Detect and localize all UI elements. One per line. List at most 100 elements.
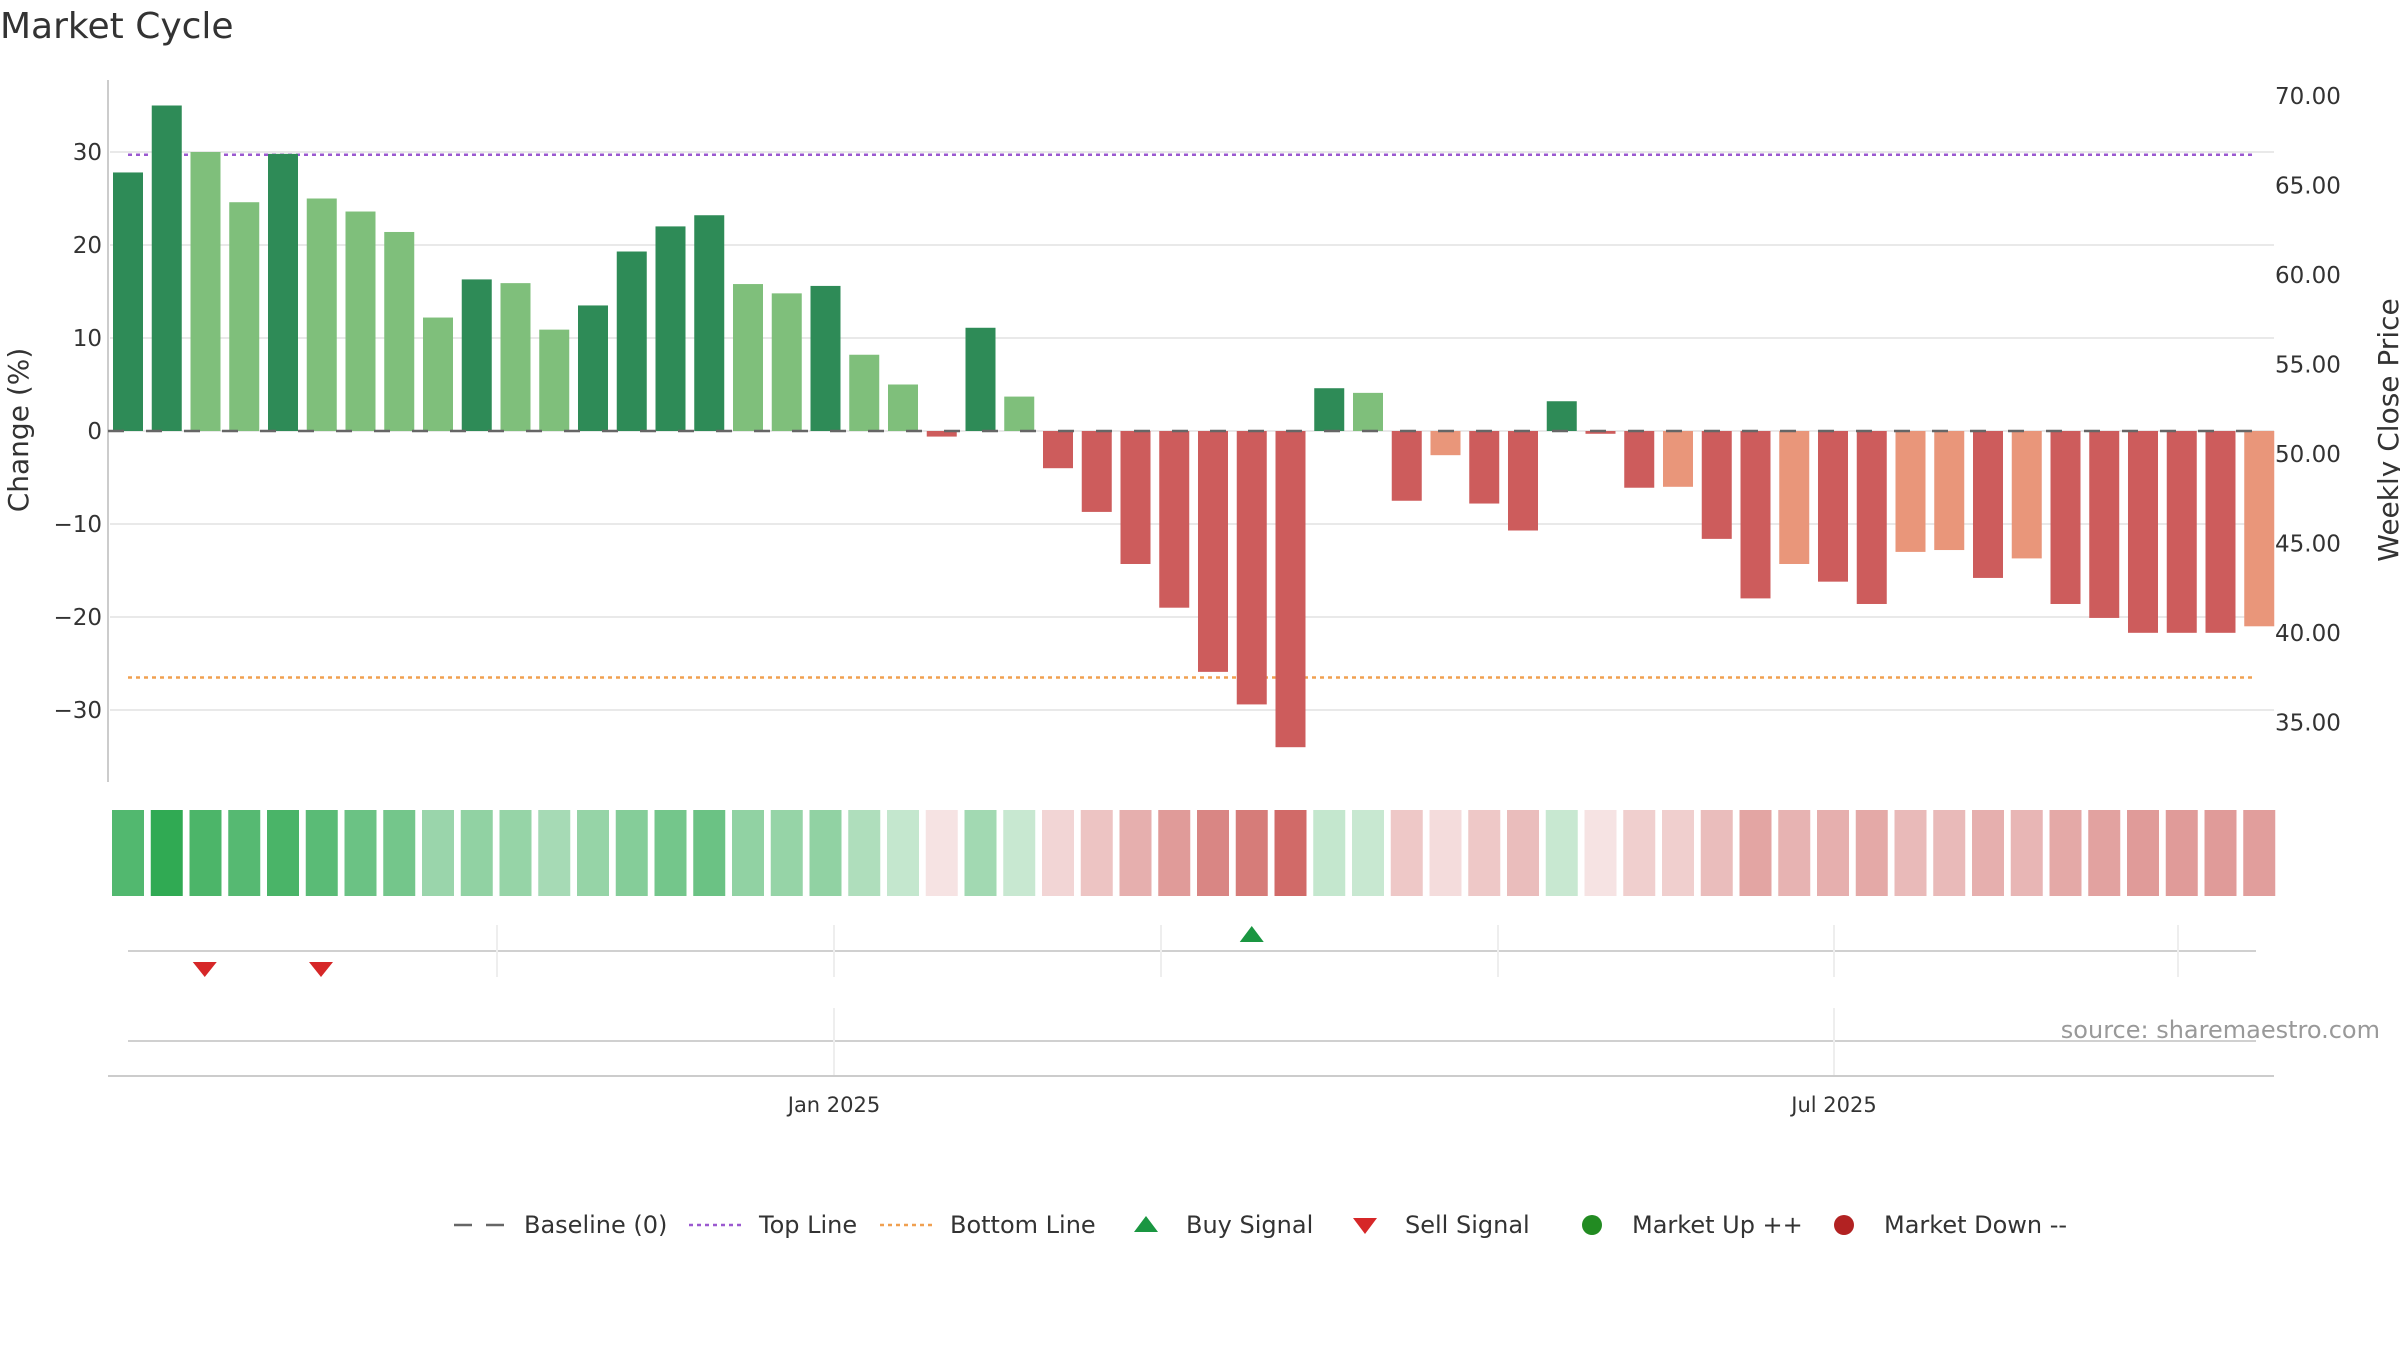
- heatmap-cell: [848, 810, 881, 896]
- heatmap-cell: [344, 810, 377, 896]
- bar: [113, 172, 143, 431]
- y2-tick-label: 40.00: [2275, 621, 2341, 647]
- bar: [1663, 431, 1693, 487]
- legend-label: Bottom Line: [950, 1211, 1096, 1239]
- heatmap-cell: [1235, 810, 1268, 896]
- bar: [616, 251, 647, 431]
- bar: [655, 226, 686, 431]
- heatmap-cell: [1352, 810, 1384, 896]
- source-label: source: sharemaestro.com: [2061, 1016, 2380, 1044]
- heatmap-cell: [654, 810, 687, 896]
- bar: [1508, 431, 1538, 531]
- heatmap-cell: [150, 810, 183, 896]
- heatmap-cell: [2165, 810, 2198, 896]
- buy-signal-marker: [1239, 926, 1264, 942]
- y-axis-ticks: 30 20 10 0 −10 −20 −30: [53, 140, 102, 724]
- heatmap-cell: [887, 810, 919, 896]
- bar: [2166, 431, 2197, 633]
- bar: [1934, 431, 1965, 551]
- heatmap-cell: [1158, 810, 1191, 896]
- legend-item: Market Up ++: [1582, 1211, 1803, 1239]
- bar: [1043, 431, 1073, 469]
- bar: [229, 202, 260, 431]
- heatmap-cell: [538, 810, 571, 896]
- heatmap-cell: [770, 810, 803, 896]
- reference-lines: [128, 153, 2256, 679]
- bar: [2011, 431, 2042, 559]
- legend-label: Baseline (0): [524, 1211, 667, 1239]
- bar: [1159, 431, 1190, 608]
- heatmap-cell: [1313, 810, 1346, 896]
- bar: [771, 293, 802, 431]
- legend-swatch: [1353, 1218, 1377, 1234]
- y2-tick-label: 45.00: [2275, 532, 2341, 558]
- signal-markers: [192, 926, 1264, 977]
- heatmap-cell: [1197, 810, 1229, 896]
- bar: [1624, 431, 1655, 488]
- heatmap-cell: [112, 810, 144, 896]
- bar: [461, 279, 492, 431]
- bar-series: [108, 105, 2275, 748]
- market-panel: [108, 1008, 2274, 1077]
- y-tick-label: −10: [53, 512, 102, 538]
- bar: [1973, 431, 2003, 578]
- heatmap-cell: [2127, 810, 2159, 896]
- legend-label: Market Down --: [1884, 1211, 2067, 1239]
- bar: [2244, 431, 2275, 627]
- bar: [849, 354, 880, 431]
- y-tick-label: −20: [53, 605, 102, 631]
- y2-tick-label: 35.00: [2275, 711, 2341, 737]
- heatmap-cell: [1545, 810, 1578, 896]
- heatmap-strip: [112, 810, 2276, 896]
- y2-tick-label: 65.00: [2275, 174, 2341, 200]
- bar: [810, 285, 841, 431]
- heatmap-cell: [1584, 810, 1617, 896]
- heatmap-cell: [577, 810, 609, 896]
- heatmap-cell: [2243, 810, 2276, 896]
- heatmap-cell: [499, 810, 532, 896]
- bar: [733, 284, 763, 431]
- heatmap-cell: [189, 810, 222, 896]
- bar: [306, 198, 337, 431]
- legend-item: Buy Signal: [1134, 1211, 1313, 1239]
- legend-swatch: [1834, 1215, 1854, 1235]
- heatmap-cell: [1855, 810, 1888, 896]
- bar: [500, 283, 531, 431]
- bar: [2205, 431, 2236, 633]
- bar: [1236, 431, 1267, 705]
- y2-tick-label: 50.00: [2275, 442, 2341, 468]
- heatmap-cell: [615, 810, 648, 896]
- bar: [1779, 431, 1810, 564]
- heatmap-cell: [1274, 810, 1307, 896]
- y-axis-label: Change (%): [2, 348, 35, 513]
- heatmap-cell: [1933, 810, 1966, 896]
- heatmap-cell: [1119, 810, 1152, 896]
- heatmap-cell: [422, 810, 454, 896]
- heatmap-cell: [1623, 810, 1656, 896]
- heatmap-cell: [2010, 810, 2043, 896]
- heatmap-cell: [1080, 810, 1113, 896]
- bar: [1895, 431, 1926, 552]
- heatmap-cell: [1507, 810, 1539, 896]
- bar: [1391, 431, 1422, 501]
- bar: [1120, 431, 1151, 564]
- x-tick-jul-2025: Jul 2025: [1789, 1093, 1876, 1117]
- heatmap-cell: [964, 810, 997, 896]
- bar: [539, 329, 570, 431]
- heatmap-cell: [1972, 810, 2004, 896]
- heatmap-cell: [383, 810, 416, 896]
- x-tick-jan-2025: Jan 2025: [786, 1093, 881, 1117]
- heatmap-cell: [732, 810, 764, 896]
- bar: [1275, 431, 1306, 748]
- heatmap-cell: [1739, 810, 1772, 896]
- heatmap-cell: [1817, 810, 1849, 896]
- bar: [926, 431, 957, 437]
- legend-item: Bottom Line: [880, 1211, 1096, 1239]
- y-tick-label: 20: [73, 233, 102, 259]
- legend-item: Sell Signal: [1353, 1211, 1530, 1239]
- bar: [965, 327, 996, 431]
- bar: [2089, 431, 2120, 618]
- bar: [1314, 388, 1345, 431]
- bar: [268, 153, 298, 432]
- heatmap-cell: [809, 810, 842, 896]
